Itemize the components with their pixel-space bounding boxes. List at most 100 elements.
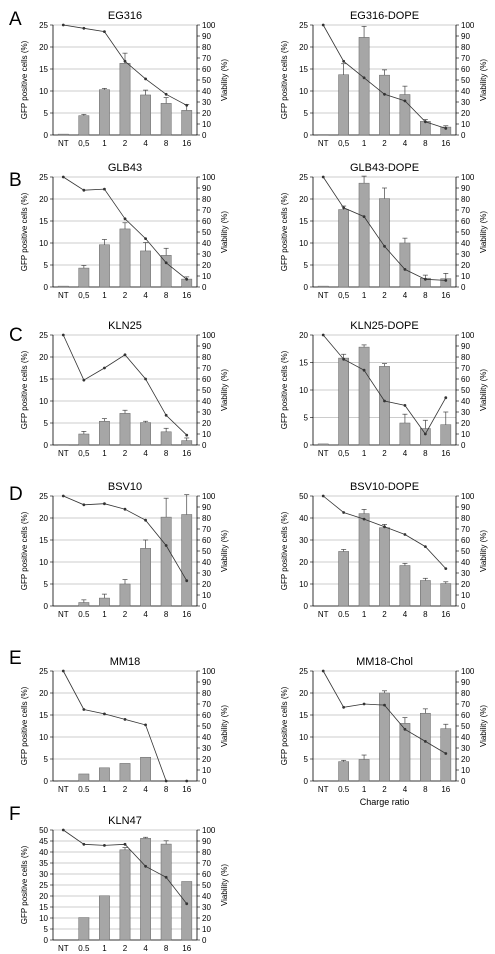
category-label: 8	[423, 291, 428, 300]
viability-point	[362, 215, 366, 219]
right-tick-label: 30	[202, 250, 211, 259]
left-axis-title: GFP positive cells (%)	[20, 511, 29, 590]
category-label: 4	[143, 610, 148, 619]
right-tick-label: 40	[202, 733, 211, 742]
bar	[140, 756, 151, 782]
viability-point	[342, 59, 346, 63]
right-tick-label: 50	[461, 722, 470, 731]
viability-point	[362, 702, 366, 706]
right-tick-label: 50	[461, 547, 470, 556]
right-tick-label: 50	[461, 386, 470, 395]
category-label: 16	[182, 944, 191, 953]
right-tick-label: 40	[202, 558, 211, 567]
chart-title: MM18	[110, 656, 141, 668]
right-tick-label: 70	[202, 859, 211, 868]
bar	[440, 424, 452, 446]
right-tick-label: 90	[461, 503, 470, 512]
category-label: 16	[182, 291, 191, 300]
chart-title: GLB43-DOPE	[350, 162, 419, 174]
left-tick-label: 30	[39, 870, 48, 879]
chart-eg316: EG316 0 5 10 15 20 25 0 10 20 30 40 50 60 70 80 90 100 GFP…	[20, 10, 229, 148]
panel-label-f: F	[9, 804, 21, 825]
bar	[99, 420, 110, 446]
chart-bsv10: BSV10 0 5 10 15 20 25 0 10 20 30 40 50 60 70 80 90 100 GFP…	[20, 481, 229, 619]
right-tick-label: 20	[202, 261, 211, 270]
bar	[358, 759, 370, 782]
viability-point	[403, 99, 407, 103]
right-tick-label: 30	[461, 98, 470, 107]
viability-point	[362, 517, 366, 521]
bar	[338, 74, 349, 136]
right-tick-label: 30	[461, 408, 470, 417]
right-tick-label: 20	[461, 755, 470, 764]
right-tick-label: 30	[202, 408, 211, 417]
viability-point	[164, 875, 168, 879]
right-tick-label: 70	[461, 525, 470, 534]
right-tick-label: 90	[202, 678, 211, 687]
viability-point	[423, 545, 427, 548]
right-tick-label: 60	[202, 375, 211, 384]
bar	[358, 346, 370, 446]
left-tick-label: 0	[304, 777, 309, 786]
left-tick-label: 15	[299, 65, 308, 74]
category-label: 0,5	[338, 139, 350, 148]
right-tick-label: 100	[202, 331, 216, 340]
category-label: NT	[58, 785, 69, 794]
left-tick-label: 20	[39, 353, 48, 362]
left-tick-label: 0	[304, 283, 309, 292]
bar	[338, 761, 349, 782]
panel-label-a: A	[9, 9, 22, 30]
right-tick-label: 60	[461, 711, 470, 720]
right-axis-title: Viability (%)	[220, 864, 229, 906]
right-tick-label: 40	[461, 87, 470, 96]
viability-point	[383, 399, 386, 403]
left-tick-label: 15	[299, 359, 308, 368]
left-tick-label: 5	[44, 925, 49, 934]
left-tick-label: 25	[299, 21, 308, 30]
bar	[181, 440, 193, 446]
viability-point	[403, 268, 407, 271]
left-tick-label: 10	[299, 580, 308, 589]
viability-point	[103, 502, 106, 506]
left-tick-label: 25	[39, 667, 48, 676]
bar	[399, 723, 411, 782]
viability-point	[123, 842, 127, 846]
viability-point	[423, 740, 427, 743]
bar	[119, 413, 131, 446]
chart-title: KLN47	[108, 815, 142, 827]
viability-point	[144, 237, 147, 241]
right-tick-label: 0	[202, 936, 207, 945]
bar	[78, 602, 90, 607]
viability-point	[185, 433, 189, 437]
right-tick-label: 80	[202, 514, 211, 523]
viability-point	[123, 507, 127, 511]
chart-title: KLN25	[108, 320, 142, 332]
right-tick-label: 20	[202, 109, 211, 118]
right-tick-label: 30	[461, 569, 470, 578]
bar	[99, 89, 110, 136]
right-tick-label: 80	[202, 43, 211, 52]
category-label: 0,5	[338, 449, 350, 458]
left-tick-label: 40	[299, 514, 308, 523]
viability-point	[321, 23, 325, 27]
viability-point	[185, 779, 189, 783]
left-tick-label: 25	[39, 881, 48, 890]
left-tick-label: 0	[304, 441, 309, 450]
right-axis-title: Viability (%)	[220, 705, 229, 747]
category-label: 8	[423, 610, 428, 619]
right-tick-label: 0	[461, 777, 466, 786]
viability-point	[342, 705, 346, 709]
category-label: NT	[58, 449, 69, 458]
category-label: 16	[182, 785, 191, 794]
left-tick-label: 25	[299, 667, 308, 676]
category-label: 4	[143, 449, 148, 458]
left-tick-label: 5	[44, 261, 49, 270]
category-label: NT	[58, 610, 69, 619]
left-tick-label: 0	[44, 777, 49, 786]
category-label: 2	[382, 785, 387, 794]
category-label: 4	[403, 610, 408, 619]
bar	[119, 763, 131, 782]
right-tick-label: 50	[202, 76, 211, 85]
category-label: 16	[441, 139, 450, 148]
left-tick-label: 5	[304, 755, 309, 764]
